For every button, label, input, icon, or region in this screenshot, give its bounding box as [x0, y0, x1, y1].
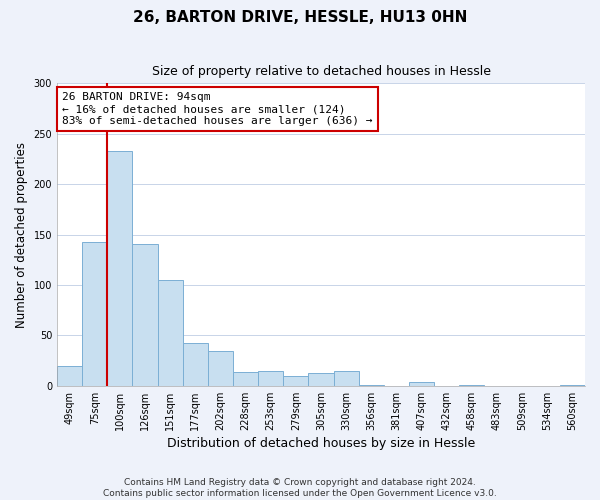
- X-axis label: Distribution of detached houses by size in Hessle: Distribution of detached houses by size …: [167, 437, 475, 450]
- Bar: [107, 151, 133, 386]
- Bar: [560, 385, 585, 386]
- Text: 26 BARTON DRIVE: 94sqm
← 16% of detached houses are smaller (124)
83% of semi-de: 26 BARTON DRIVE: 94sqm ← 16% of detached…: [62, 92, 373, 126]
- Text: Contains HM Land Registry data © Crown copyright and database right 2024.
Contai: Contains HM Land Registry data © Crown c…: [103, 478, 497, 498]
- Bar: [459, 385, 484, 386]
- Title: Size of property relative to detached houses in Hessle: Size of property relative to detached ho…: [152, 65, 491, 78]
- Bar: [133, 244, 158, 386]
- Bar: [359, 385, 384, 386]
- Bar: [308, 372, 334, 386]
- Bar: [233, 372, 258, 386]
- Bar: [82, 242, 107, 386]
- Bar: [158, 280, 183, 386]
- Bar: [283, 376, 308, 386]
- Y-axis label: Number of detached properties: Number of detached properties: [15, 142, 28, 328]
- Bar: [409, 382, 434, 386]
- Text: 26, BARTON DRIVE, HESSLE, HU13 0HN: 26, BARTON DRIVE, HESSLE, HU13 0HN: [133, 10, 467, 25]
- Bar: [57, 366, 82, 386]
- Bar: [208, 350, 233, 386]
- Bar: [258, 370, 283, 386]
- Bar: [334, 370, 359, 386]
- Bar: [183, 344, 208, 386]
